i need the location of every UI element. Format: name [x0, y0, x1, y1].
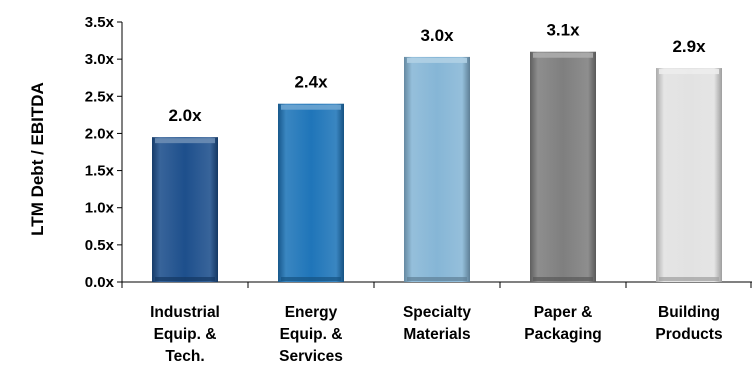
bar-bevel-top: [659, 69, 719, 75]
bars: [152, 51, 722, 282]
bar-body: [152, 137, 218, 282]
bar-bevel-bottom: [281, 277, 341, 281]
y-tick-label: 2.5x: [85, 88, 115, 105]
y-tick-label: 0.5x: [85, 237, 115, 254]
category-label-line: Industrial: [150, 304, 220, 321]
y-axis-title: LTM Debt / EBITDA: [28, 82, 47, 236]
bar-body: [404, 56, 470, 282]
y-tick-label: 3.0x: [85, 51, 115, 68]
bar-body: [656, 68, 722, 282]
category-label: Building Products: [655, 304, 722, 343]
category-label-line: Products: [655, 326, 722, 343]
y-axis: 0.0x 0.5x 1.0x 1.5x 2.0x 2.5x 3.0x 3.5x: [85, 14, 123, 291]
category-label-line: Specialty: [403, 304, 471, 321]
bar-body: [278, 103, 344, 282]
y-tick-label: 1.0x: [85, 200, 115, 217]
category-label-line: Services: [279, 348, 343, 365]
category-label-line: Tech.: [165, 348, 204, 365]
category-label-line: Equip. &: [154, 326, 217, 343]
category-label-line: Building: [658, 304, 720, 321]
data-label: 2.0x: [168, 106, 202, 125]
category-label: Paper & Packaging: [524, 304, 602, 343]
category-label-line: Energy: [285, 304, 338, 321]
data-label: 2.9x: [672, 37, 706, 56]
bar-bevel-bottom: [659, 277, 719, 281]
data-label: 2.4x: [294, 73, 328, 92]
bar-bevel-top: [407, 57, 467, 63]
category-label: Specialty Materials: [403, 304, 471, 343]
data-label: 3.1x: [546, 21, 580, 40]
bar-bevel-bottom: [533, 277, 593, 281]
bar: [530, 51, 596, 282]
data-labels: 2.0x 2.4x 3.0x 3.1x 2.9x: [168, 21, 706, 125]
bar-bevel-top: [533, 52, 593, 58]
category-label-line: Equip. &: [280, 326, 343, 343]
category-labels: Industrial Equip. & Tech. Energy Equip. & Ser…: [150, 304, 722, 365]
x-axis: [121, 281, 752, 288]
bar: [278, 103, 344, 282]
bar: [152, 137, 218, 282]
y-tick-label: 2.0x: [85, 125, 115, 142]
category-label: Industrial Equip. & Tech.: [150, 304, 220, 365]
category-label-line: Materials: [403, 326, 470, 343]
bar-bevel-bottom: [407, 277, 467, 281]
bar-bevel-top: [281, 104, 341, 110]
category-label-line: Paper &: [534, 304, 593, 321]
bar: [656, 68, 722, 282]
category-label: Energy Equip. & Services: [279, 304, 343, 365]
data-label: 3.0x: [420, 26, 454, 45]
y-tick-label: 3.5x: [85, 14, 115, 31]
category-label-line: Packaging: [524, 326, 602, 343]
bar-bevel-top: [155, 138, 215, 144]
y-tick-label: 1.5x: [85, 163, 115, 180]
bar-bevel-bottom: [155, 277, 215, 281]
bar: [404, 56, 470, 282]
bar-body: [530, 51, 596, 282]
y-tick-label: 0.0x: [85, 274, 115, 291]
